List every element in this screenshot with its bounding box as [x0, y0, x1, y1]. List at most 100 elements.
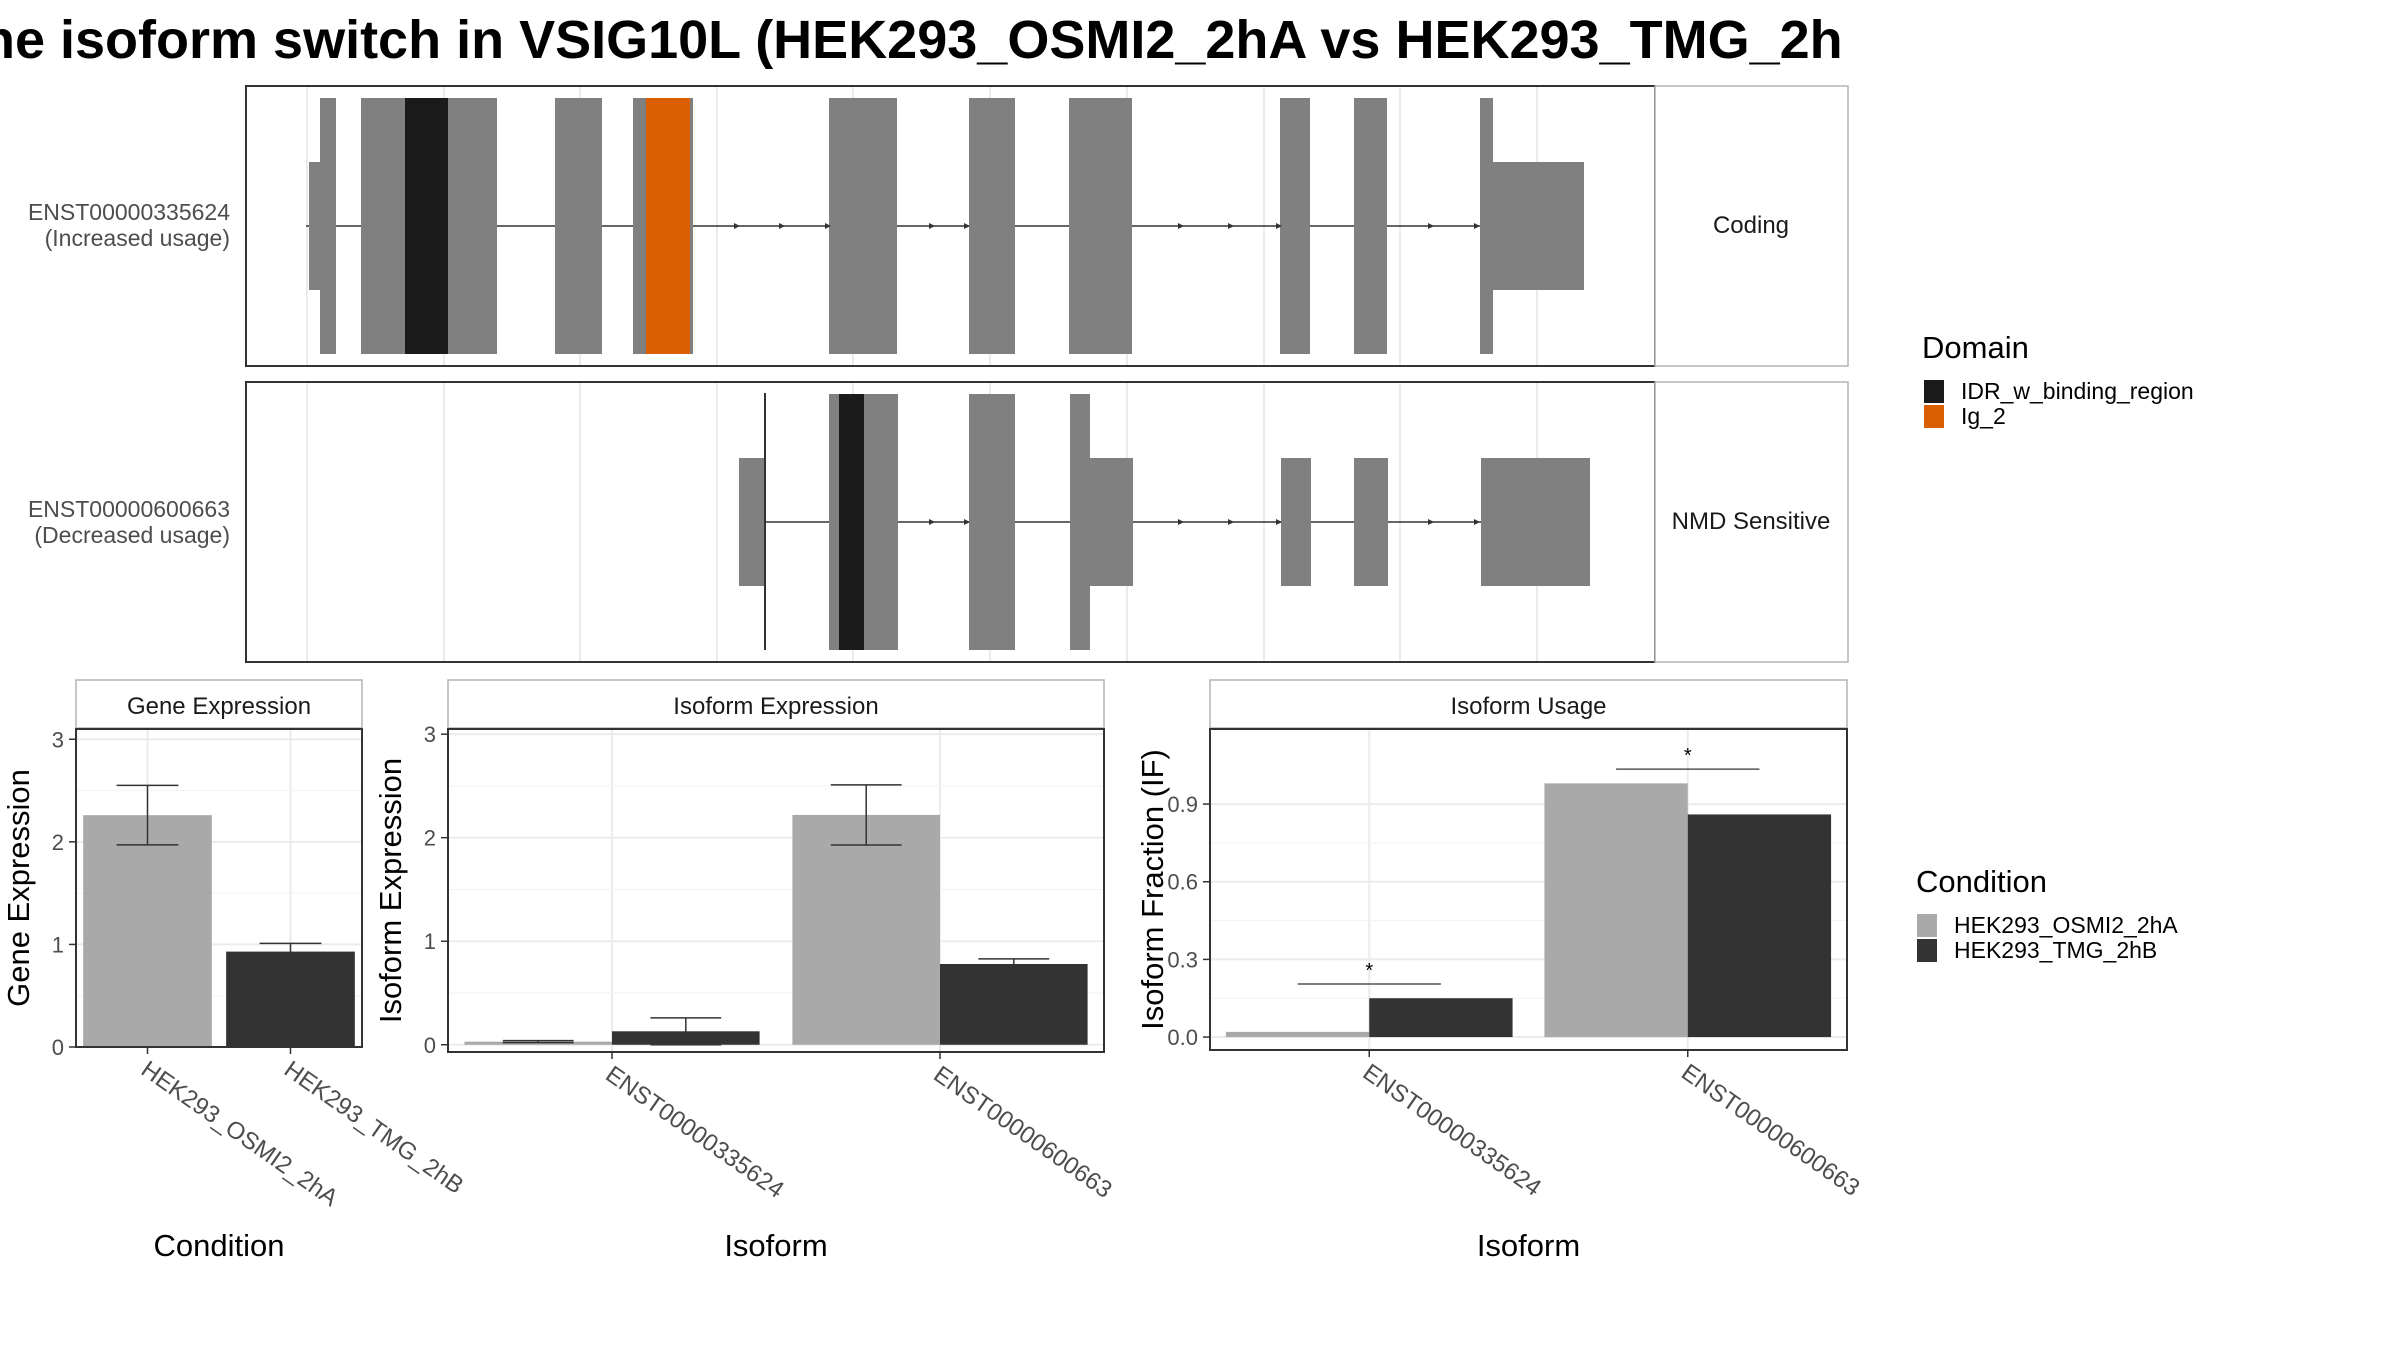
- domain-legend-ig2-label: Ig_2: [1961, 403, 2006, 429]
- exon-8: [1069, 98, 1132, 354]
- y-tick-label-0: 0: [52, 1035, 64, 1060]
- y-tick-label-0: 0.0: [1167, 1025, 1198, 1050]
- y-tick-label-2: 0.6: [1167, 870, 1198, 895]
- isoform-usage-chart: Isoform Usage 0.0 0.3 0.6 0.9 * * ENST000003356…: [1135, 679, 1865, 1263]
- track-2-id-label: ENST00000600663: [28, 496, 230, 522]
- panel-strip: [75, 679, 363, 729]
- bar-HEK293_TMG_2hB-ENST00000600663: [940, 964, 1088, 1045]
- y-tick-label-3: 3: [52, 727, 64, 752]
- strand-arrow-4: [1228, 519, 1234, 525]
- x-axis-title: Isoform: [724, 1228, 827, 1263]
- exon-5: [1090, 458, 1133, 586]
- exon-12: [1493, 162, 1584, 290]
- y-tick-label-2: 2: [424, 826, 436, 851]
- condition-legend-a-label: HEK293_OSMI2_2hA: [1954, 912, 2178, 938]
- domain-legend-title: Domain: [1922, 330, 2029, 365]
- track-1-category-label: Coding: [1713, 212, 1789, 239]
- y-tick-label-0: 0: [424, 1033, 436, 1058]
- strand-arrow-3: [825, 223, 831, 229]
- bar-HEK293_TMG_2hB-ENST00000600663: [1687, 814, 1832, 1038]
- panel-title: Isoform Expression: [673, 693, 878, 720]
- panel-strip: [1209, 679, 1848, 729]
- y-axis-title: Isoform Fraction (IF): [1135, 749, 1170, 1030]
- x-axis-title: Isoform: [1477, 1228, 1580, 1263]
- y-tick-label-1: 0.3: [1167, 947, 1198, 972]
- bar-HEK293_TMG_2hB-ENST00000335624: [1369, 998, 1513, 1038]
- domain-legend: Domain IDR_w_binding_region Ig_2: [1922, 330, 2194, 429]
- isoform-structure-panels: ENST00000335624 (Increased usage) ENST00…: [28, 85, 1849, 663]
- panel-strip: [447, 679, 1105, 729]
- exon-10: [1354, 98, 1387, 354]
- y-tick-label-1: 1: [424, 929, 436, 954]
- condition-legend: Condition HEK293_OSMI2_2hA HEK293_TMG_2h…: [1916, 864, 2178, 963]
- condition-legend-title: Condition: [1916, 864, 2047, 899]
- track-1-usage-label: (Increased usage): [45, 225, 230, 251]
- exon-1: [309, 162, 320, 290]
- exon-8: [1481, 458, 1590, 586]
- strand-arrow-5: [964, 223, 970, 229]
- panel-title: Gene Expression: [127, 693, 311, 720]
- y-tick-label-3: 3: [424, 722, 436, 747]
- strand-arrow-5: [1276, 519, 1282, 525]
- bar-HEK293_TMG_2hB: [226, 951, 355, 1047]
- strand-arrow-7: [1228, 223, 1234, 229]
- x-tick-label-1: ENST00000600663: [929, 1061, 1117, 1204]
- track-1-strip: [1654, 85, 1849, 367]
- x-axis-title: Condition: [154, 1228, 285, 1263]
- panel-border: [75, 728, 363, 1048]
- track-2-strip: [1654, 381, 1849, 663]
- significance-star-0: *: [1365, 960, 1373, 982]
- exon-7: [1354, 458, 1388, 586]
- domain-1: [405, 98, 448, 354]
- panel-border: [1209, 728, 1848, 1051]
- strand-arrow-1: [929, 519, 935, 525]
- exon-11: [1480, 98, 1493, 354]
- track-1-id-label: ENST00000335624: [28, 199, 230, 225]
- strand-arrow-8: [1276, 223, 1282, 229]
- x-tick-label-0: ENST00000335624: [601, 1061, 789, 1204]
- condition-legend-a-key: [1917, 914, 1937, 937]
- exon-2: [320, 98, 336, 354]
- y-tick-label-3: 0.9: [1167, 792, 1198, 817]
- strand-arrow-2: [779, 223, 785, 229]
- exon-6: [1281, 458, 1311, 586]
- exon-7: [969, 98, 1015, 354]
- bar-HEK293_OSMI2_2hA-ENST00000600663: [792, 814, 940, 1045]
- domain-2: [646, 98, 690, 354]
- strand-arrow-3: [1178, 519, 1184, 525]
- y-axis-title: Gene Expression: [1, 769, 36, 1007]
- y-tick-label-2: 2: [52, 830, 64, 855]
- domain-1: [839, 394, 864, 650]
- strand-arrow-2: [964, 519, 970, 525]
- domain-legend-idr-label: IDR_w_binding_region: [1961, 378, 2194, 404]
- strand-arrow-1: [734, 223, 740, 229]
- x-tick-label-1: ENST00000600663: [1676, 1059, 1864, 1202]
- bar-HEK293_OSMI2_2hA-ENST00000600663: [1544, 783, 1688, 1038]
- exon-9: [1280, 98, 1310, 354]
- domain-legend-ig2-key: [1924, 405, 1944, 428]
- exon-3: [969, 394, 1015, 650]
- strand-arrow-6: [1178, 223, 1184, 229]
- x-tick-label-0: ENST00000335624: [1358, 1059, 1546, 1202]
- strand-arrow-7: [1474, 519, 1480, 525]
- exon-6: [829, 98, 897, 354]
- transcript-track-2: [739, 393, 1590, 650]
- domain-legend-idr-key: [1924, 380, 1944, 403]
- condition-legend-b-label: HEK293_TMG_2hB: [1954, 937, 2157, 963]
- track-2-category-label: NMD Sensitive: [1672, 508, 1831, 535]
- strand-arrow-10: [1474, 223, 1480, 229]
- strand-arrow-6: [1428, 519, 1434, 525]
- panel-border: [447, 728, 1105, 1053]
- condition-legend-b-key: [1917, 939, 1937, 962]
- significance-star-1: *: [1684, 745, 1692, 767]
- strand-arrow-4: [929, 223, 935, 229]
- exon-1: [739, 458, 765, 586]
- bar-HEK293_OSMI2_2hA-ENST00000335624: [1225, 1031, 1370, 1038]
- y-axis-title: Isoform Expression: [373, 758, 408, 1023]
- panel-title: Isoform Usage: [1450, 693, 1606, 720]
- exon-4: [555, 98, 602, 354]
- figure-title: ne isoform switch in VSIG10L (HEK293_OSM…: [0, 10, 1843, 70]
- bar-HEK293_OSMI2_2hA: [83, 815, 212, 1047]
- exon-4: [1070, 394, 1090, 650]
